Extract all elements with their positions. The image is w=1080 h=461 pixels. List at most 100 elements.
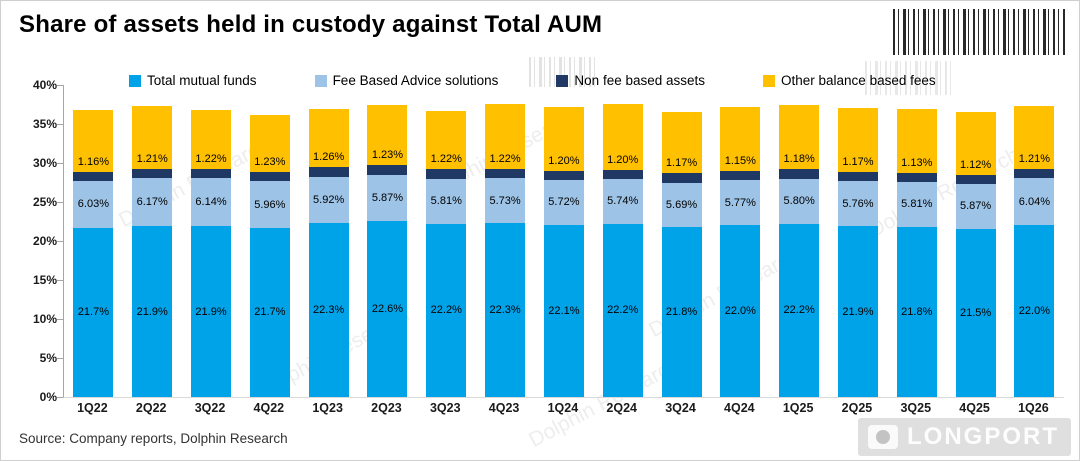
bar-label: 5.74% [607,195,639,208]
bar-label: 1.23% [254,155,286,168]
y-tick-label: 30% [32,156,57,170]
bar-segment [132,178,173,227]
bar-segment [1014,168,1055,179]
barcode-watermark [865,61,955,95]
bar-segment [543,180,584,225]
bar-segment [367,174,408,221]
legend-swatch [314,74,327,87]
bar-segment [779,105,820,170]
bar-segment [720,180,761,226]
y-tick-label: 10% [32,312,57,326]
bar-label: 1.17% [842,156,874,169]
legend-item: Total mutual funds [129,73,257,88]
bar-label: 1.15% [724,155,756,168]
bar-segment [720,225,761,397]
bar-segment [661,173,702,183]
bar-segment [191,109,232,169]
x-tick-label: 4Q24 [724,401,755,415]
bar-segment [485,223,526,397]
bar-segment [426,223,467,397]
y-tick-mark [57,202,63,203]
bar-segment [191,226,232,397]
bar-segment [249,181,290,228]
x-tick-label: 3Q23 [429,401,461,415]
y-tick-mark [57,124,63,125]
bar-segment [367,220,408,397]
x-tick-label: 1Q25 [782,401,814,415]
bar-3Q23: 22.2% 5.81% 1.22% [426,85,467,397]
bar-label: 21.9% [136,305,168,318]
bar-1Q22: 21.7% 6.03% 1.16% [73,85,114,397]
bar-2Q22: 21.9% 6.17% 1.21% [132,85,173,397]
bar-label: 22.2% [607,304,639,317]
longport-logo-icon [868,425,898,449]
bar-label: 5.81% [430,195,462,208]
y-tick-label: 35% [32,117,57,131]
bar-segment [837,108,878,173]
chart-title: Share of assets held in custody against … [19,11,603,38]
legend-swatch [763,74,776,87]
bar-2Q24: 22.2% 5.74% 1.20% [602,85,643,397]
bar-segment [191,168,232,179]
bar-2Q23: 22.6% 5.87% 1.23% [367,85,408,397]
bar-label: 5.87% [371,191,404,204]
bar-label: 1.18% [783,153,815,166]
bar-segment [73,227,114,397]
bar-label: 1.21% [1018,152,1050,165]
legend-label: Total mutual funds [147,73,257,88]
bar-label: 21.8% [665,305,698,318]
bar-segment [896,226,937,397]
x-tick-label: 1Q23 [312,401,343,415]
bar-segment [602,104,643,170]
legend-item: Fee Based Advice solutions [314,73,499,88]
bar-3Q25: 21.8% 5.81% 1.13% [896,85,937,397]
bar-label: 1.13% [901,156,933,169]
bar-segment [426,178,467,224]
bar-label: 5.73% [489,194,521,207]
bar-label: 1.16% [77,155,109,168]
bar-segment [661,111,702,174]
bar-segment [779,223,820,397]
bar-segment [249,227,290,397]
bar-segment [308,108,349,168]
y-tick-label: 0% [39,390,57,404]
bar-segment [367,165,408,175]
bar-label: 5.77% [724,196,756,209]
x-tick-label: 2Q22 [135,401,167,415]
bars-container: 21.7% 6.03% 1.16% 21.9% 6.17% 1.21% 21.9% 6.14%… [64,85,1064,397]
bar-segment [1014,106,1055,169]
bar-4Q25: 21.5% 5.87% 1.12% [955,85,996,397]
bar-segment [73,110,114,172]
y-tick-label: 5% [39,351,57,365]
bar-label: 6.14% [195,196,227,209]
bar-segment [426,169,467,179]
legend-item: Other balance based fees [763,73,936,88]
x-tick-label: 3Q22 [194,401,226,415]
bar-1Q24: 22.1% 5.72% 1.20% [543,85,584,397]
bar-3Q22: 21.9% 6.14% 1.22% [191,85,232,397]
bar-segment [132,226,173,397]
bar-label: 1.22% [489,152,521,165]
bar-label: 5.76% [842,197,874,210]
bar-segment [779,169,820,179]
x-tick-label: 3Q24 [665,401,696,415]
bar-label: 1.26% [313,151,345,164]
bar-segment [485,168,526,179]
bar-label: 21.5% [959,307,992,320]
bar-segment [720,171,761,181]
legend-item: Non fee based assets [556,73,705,88]
bar-segment [955,174,996,184]
x-tick-label: 1Q26 [1018,401,1049,415]
brand-watermark: LONGPORT [858,418,1071,456]
bar-segment [308,167,349,177]
legend-label: Fee Based Advice solutions [332,73,499,88]
bar-label: 1.20% [607,153,639,166]
bar-label: 21.7% [77,306,109,319]
bar-label: 21.9% [842,305,874,318]
bar-segment [837,172,878,182]
bar-label: 1.20% [548,154,580,167]
bar-1Q23: 22.3% 5.92% 1.26% [308,85,349,397]
x-tick-label: 3Q25 [900,401,932,415]
x-tick-label: 4Q23 [488,401,520,415]
source-note: Source: Company reports, Dolphin Researc… [19,431,288,446]
